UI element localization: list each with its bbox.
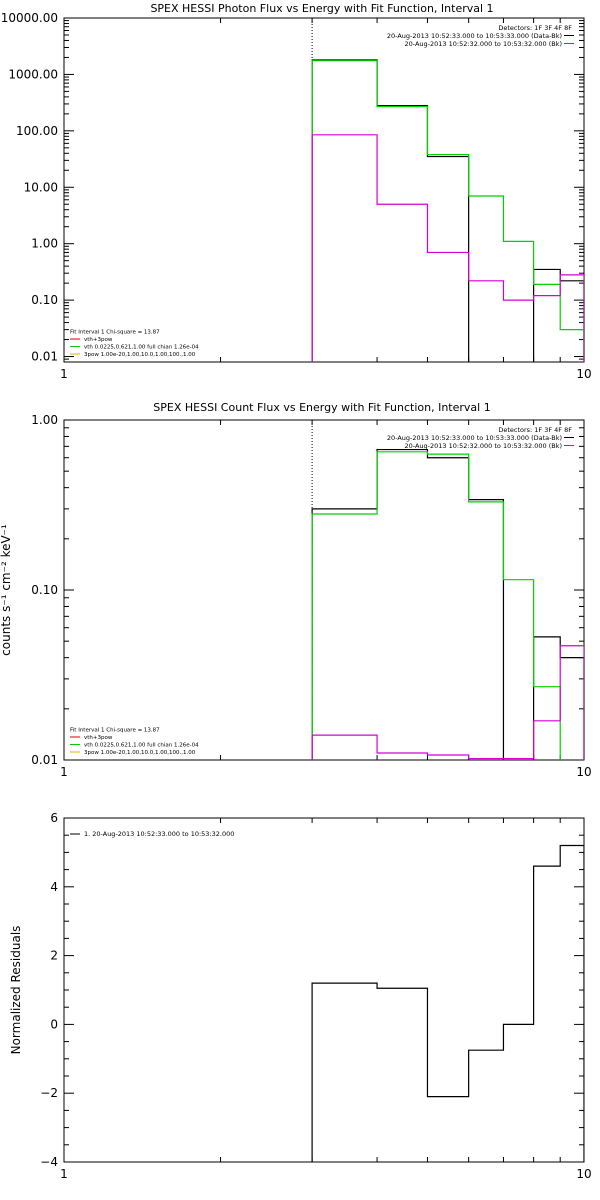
photon-fit-legend-entry: vth 0.0225,0.621,1.00 full chian 1.26e-0…: [84, 345, 199, 351]
residual-y-tick-label: −4: [40, 1155, 58, 1169]
residual-series-0: [311, 844, 584, 1162]
residual-x-tick-label: 1: [60, 1167, 68, 1181]
count-y-tick-label: 1.00: [31, 413, 58, 427]
residual-y-tick-label: 6: [50, 811, 58, 825]
photon-x-tick-label: 1: [60, 367, 68, 381]
count-legend-entry: 20-Aug-2013 10:52:32.000 to 10:53:32.000…: [405, 442, 562, 450]
photon-series-1: [311, 60, 584, 362]
count-fit-legend-header: Fit Interval 1 Chi-square = 13.87: [70, 728, 160, 734]
residual-x-tick-label: 10: [576, 1167, 591, 1181]
photon-y-tick-label: 10.00: [24, 180, 58, 194]
count-flux-ylabel: counts s⁻¹ cm⁻² keV⁻¹: [0, 524, 13, 656]
photon-legend-entry: 20-Aug-2013 10:52:32.000 to 10:53:32.000…: [405, 40, 562, 48]
count-y-tick-label: 0.10: [31, 583, 58, 597]
photon-y-tick-label: 10000.00: [1, 11, 58, 25]
photon-fit-legend-header: Fit Interval 1 Chi-square = 13.87: [70, 330, 160, 336]
count-series-2: [311, 645, 584, 760]
count-x-tick-label: 10: [576, 765, 591, 779]
residuals-panel: Normalized Residuals 1 10 −4 −2 0 2 4 6 1. 20-Au…: [9, 811, 592, 1181]
photon-y-tick-label: 1.00: [31, 237, 58, 251]
count-legend-entry: 20-Aug-2013 10:52:33.000 to 10:53:33.000…: [387, 434, 562, 442]
residual-fit-legend-entry: 1. 20-Aug-2013 10:52:33.000 to 10:53:32.…: [84, 830, 234, 838]
residual-y-tick-label: −2: [40, 1086, 58, 1100]
photon-flux-plot: 1 10 0.01 0.10 1.00 10.00 100.00 1000.00 10000.0…: [1, 11, 592, 381]
count-flux-title: SPEX HESSI Count Flux vs Energy with Fit…: [153, 401, 490, 414]
photon-legend-entry: 20-Aug-2013 10:52:33.000 to 10:53:33.000…: [387, 32, 562, 40]
count-flux-panel: SPEX HESSI Count Flux vs Energy with Fit…: [0, 401, 592, 779]
photon-flux-title: SPEX HESSI Photon Flux vs Energy with Fi…: [150, 2, 493, 15]
photon-y-tick-label: 0.01: [31, 350, 58, 364]
residual-y-tick-label: 2: [50, 949, 58, 963]
residual-y-tick-label: 0: [50, 1017, 58, 1031]
residual-y-tick-label: 4: [50, 880, 58, 894]
photon-y-tick-label: 0.10: [31, 293, 58, 307]
photon-fit-legend-entry: vth+3pow: [84, 337, 113, 343]
count-fit-legend-entry: vth+3pow: [84, 735, 113, 741]
count-series-1: [311, 451, 561, 760]
photon-legend-header: Detectors: 1F 3F 4F 8F: [498, 24, 572, 32]
count-legend-header: Detectors: 1F 3F 4F 8F: [498, 426, 572, 434]
photon-fit-legend-entry: 3pow 1.00e-20,1.00,10.0,1.00,100.,1.00: [84, 352, 196, 358]
count-x-tick-label: 1: [60, 765, 68, 779]
photon-x-tick-label: 10: [576, 367, 591, 381]
count-y-tick-label: 0.01: [31, 753, 58, 767]
photon-y-tick-label: 100.00: [16, 124, 58, 138]
residuals-plot: 1 10 −4 −2 0 2 4 6 1. 20-Aug-2013 10:52:33.000 t…: [40, 811, 591, 1181]
photon-flux-panel: SPEX HESSI Photon Flux vs Energy with Fi…: [1, 2, 592, 381]
count-fit-legend-entry: 3pow 1.00e-20,1.00,10.0,1.00,100.,1.00: [84, 750, 196, 756]
residuals-ylabel: Normalized Residuals: [9, 926, 23, 1055]
count-fit-legend-entry: vth 0.0225,0.621,1.00 full chian 1.26e-0…: [84, 743, 199, 749]
photon-series-2: [311, 134, 584, 362]
photon-y-tick-label: 1000.00: [8, 67, 58, 81]
